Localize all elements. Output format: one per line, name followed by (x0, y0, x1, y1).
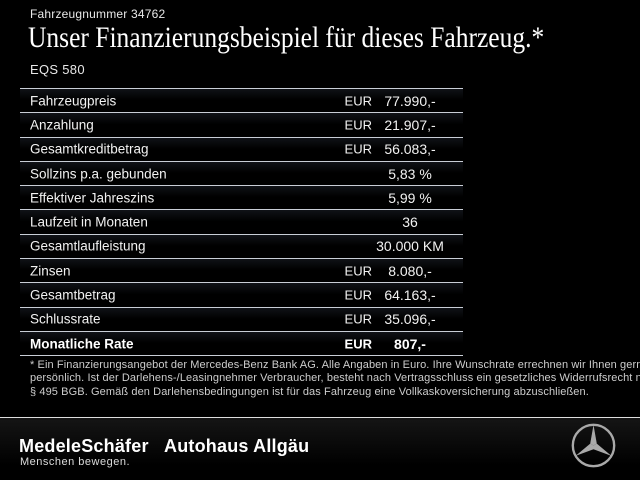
row-value: 64.163,- (384, 287, 436, 304)
row-value: 5,83 % (388, 165, 432, 182)
dealer-logo-medele-schaefer: MedeleSchäfer (19, 436, 149, 456)
disclaimer-line: * Ein Finanzierungsangebot der Mercedes-… (30, 359, 640, 371)
row-currency: EUR (344, 263, 372, 279)
row-label: Laufzeit in Monaten (30, 214, 148, 230)
mercedes-star-icon (571, 423, 616, 468)
dealer-tagline: Menschen bewegen. (20, 456, 131, 468)
row-value: 77.990,- (384, 92, 436, 109)
row-value: 56.083,- (384, 141, 436, 158)
row-label: Effektiver Jahreszins (30, 190, 155, 206)
row-label: Zinsen (30, 263, 71, 279)
row-value: 807,- (394, 335, 426, 352)
table-row: Anzahlung EUR 21.907,- (20, 113, 463, 138)
row-label: Gesamtkreditbetrag (30, 141, 149, 157)
disclaimer-text: * Ein Finanzierungsangebot der Mercedes-… (30, 359, 640, 399)
row-currency: EUR (344, 336, 372, 352)
page-title: Unser Finanzierungsbeispiel für dieses F… (28, 21, 545, 54)
table-row: Gesamtbetrag EUR 64.163,- (20, 283, 463, 308)
disclaimer-line: persönlich. Ist der Darlehens-/Leasingne… (30, 372, 640, 385)
row-label: Schlussrate (30, 311, 101, 327)
financing-table: Fahrzeugpreis EUR 77.990,- Anzahlung EUR 21.9… (20, 88, 463, 357)
row-value: 8.080,- (388, 262, 432, 279)
vehicle-number: Fahrzeugnummer 34762 (30, 7, 166, 21)
vehicle-model: EQS 580 (30, 62, 85, 77)
row-value: 5,99 % (388, 189, 432, 206)
row-currency: EUR (344, 287, 372, 303)
row-currency: EUR (344, 141, 372, 157)
row-label: Anzahlung (30, 117, 94, 133)
table-row: Fahrzeugpreis EUR 77.990,- (20, 89, 463, 114)
row-value: 36 (402, 214, 418, 231)
table-row: Laufzeit in Monaten 36 (20, 210, 463, 235)
row-currency: EUR (344, 93, 372, 109)
table-row: Zinsen EUR 8.080,- (20, 259, 463, 284)
row-value: 35.096,- (384, 311, 436, 328)
table-row: Monatliche Rate EUR 807,- (20, 331, 463, 357)
row-value: 21.907,- (384, 116, 436, 133)
row-currency: EUR (344, 311, 372, 327)
table-row: Gesamtkreditbetrag EUR 56.083,- (20, 137, 463, 162)
disclaimer-line: § 495 BGB. Gemäß den Darlehensbedingunge… (30, 385, 589, 398)
row-label: Fahrzeugpreis (30, 93, 117, 109)
row-label: Gesamtbetrag (30, 287, 116, 303)
footer-bar: MedeleSchäfer Menschen bewegen. Autohaus… (0, 417, 640, 480)
row-label: Gesamtlaufleistung (30, 238, 146, 254)
row-value: 30.000 KM (376, 238, 444, 255)
row-label: Sollzins p.a. gebunden (30, 166, 167, 182)
row-currency: EUR (344, 117, 372, 133)
table-row: Sollzins p.a. gebunden 5,83 % (20, 161, 463, 187)
table-row: Gesamtlaufleistung 30.000 KM (20, 234, 463, 260)
dealer-logo-autohaus-allgaeu: Autohaus Allgäu (164, 436, 310, 456)
row-label: Monatliche Rate (30, 336, 134, 352)
table-row: Effektiver Jahreszins 5,99 % (20, 186, 463, 211)
table-row: Schlussrate EUR 35.096,- (20, 307, 463, 332)
